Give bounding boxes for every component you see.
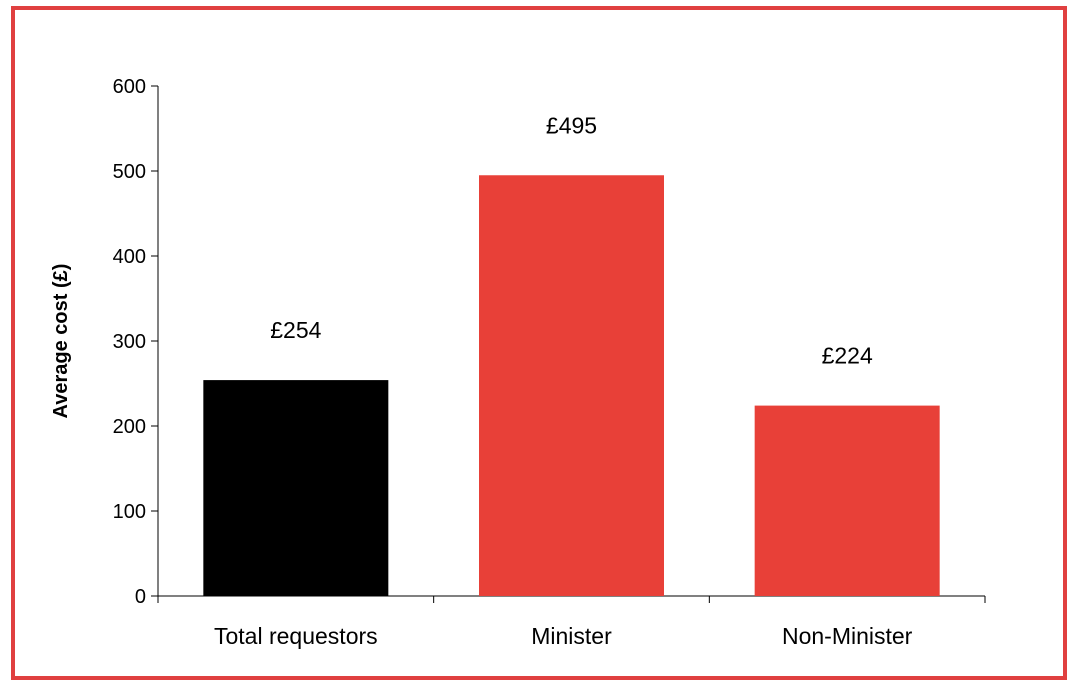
chart-labels: Total requestors £254 Minister £495 Non-Mini…: [214, 112, 913, 649]
bar-chart: 0 100 200 300 400 500 600 Total requestors £254…: [50, 76, 986, 649]
chart-axes: 0 100 200 300 400 500 600: [113, 76, 986, 608]
y-tick-label: 600: [113, 76, 146, 98]
bar-non-minister: [754, 405, 940, 596]
y-axis-title: Average cost (£): [50, 264, 72, 419]
chart-frame: 0 100 200 300 400 500 600 Total requestors £254…: [11, 6, 1067, 680]
data-label: £495: [546, 112, 597, 138]
chart-bars: [203, 175, 940, 596]
bar-total-requestors: [203, 380, 389, 596]
y-tick-label: 500: [113, 161, 146, 183]
y-tick-label: 400: [113, 246, 146, 268]
y-tick-label: 200: [113, 416, 146, 438]
data-label: £224: [822, 343, 873, 369]
category-label: Minister: [531, 623, 612, 649]
y-tick-label: 300: [113, 331, 146, 353]
y-tick-label: 100: [113, 501, 146, 523]
category-label: Total requestors: [214, 623, 378, 649]
y-tick-label: 0: [135, 586, 146, 608]
data-label: £254: [270, 317, 321, 343]
category-label: Non-Minister: [782, 623, 913, 649]
bar-minister: [479, 175, 664, 596]
